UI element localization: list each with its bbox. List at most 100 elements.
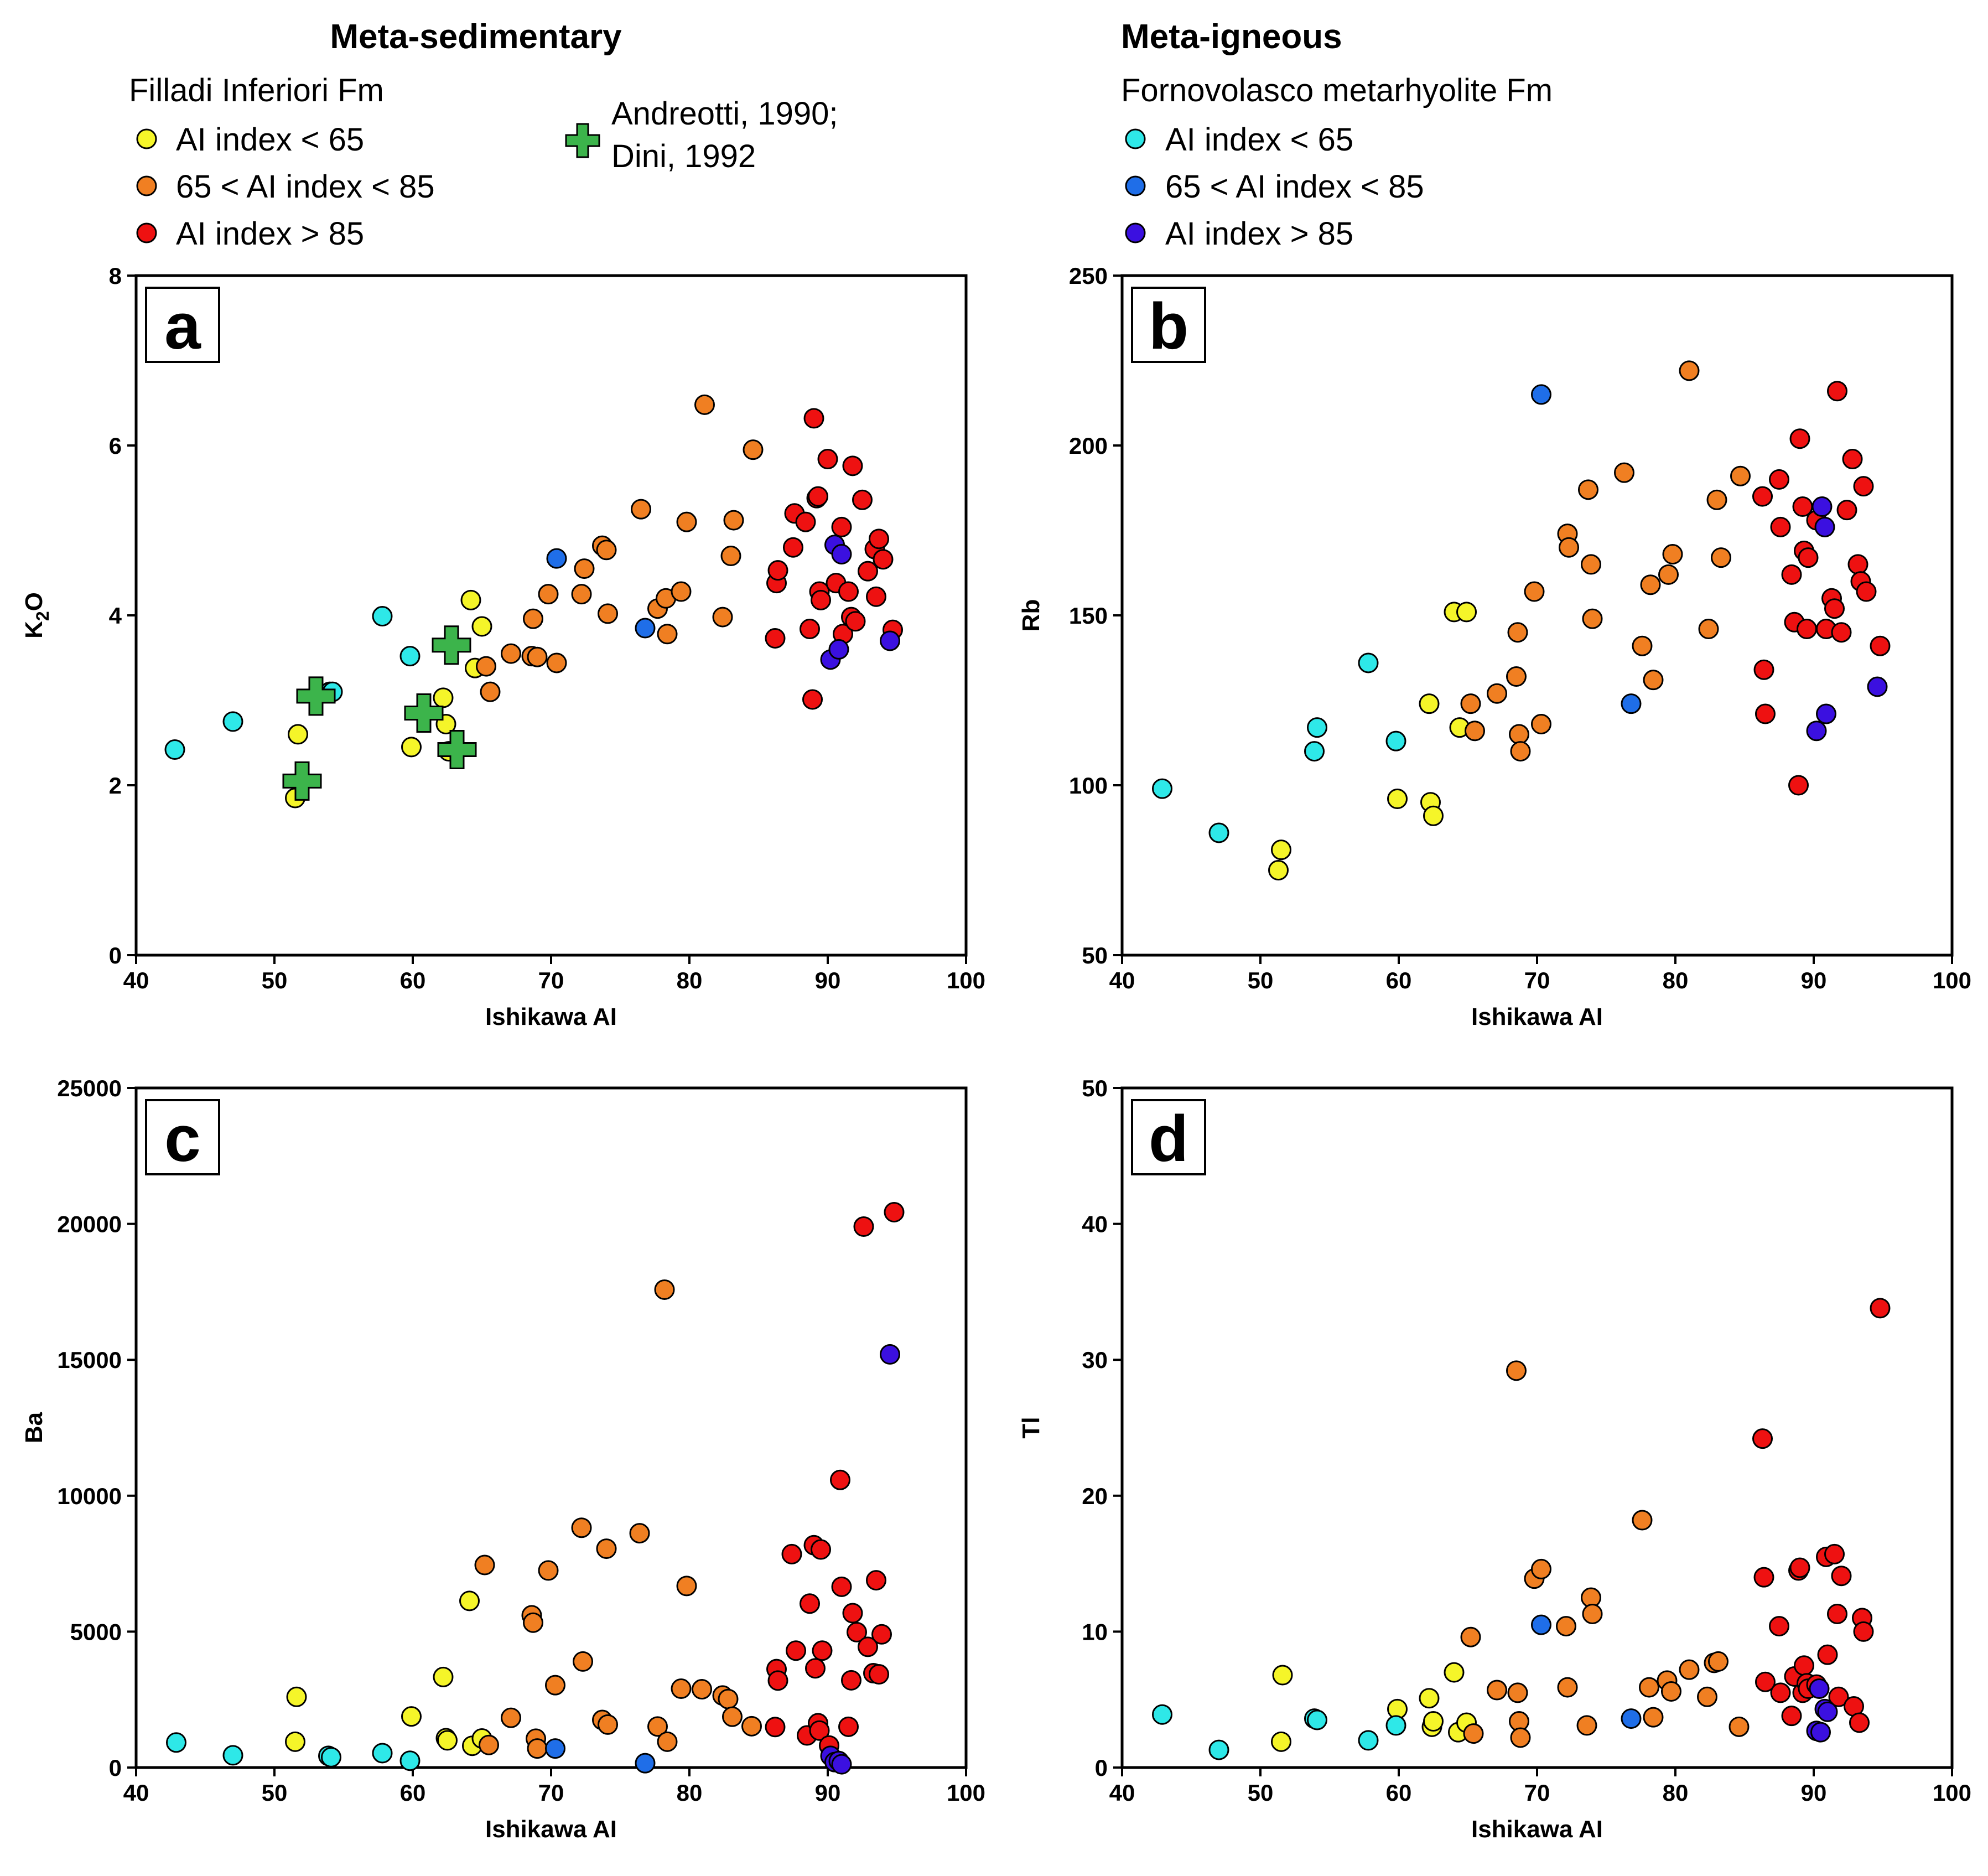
data-point-sed_high <box>1789 428 1810 449</box>
data-point-sed_low <box>1419 693 1440 714</box>
legend-right: AI index < 65 65 < AI index < 85 AI inde… <box>1125 122 1424 252</box>
data-point-ign_high <box>1817 1701 1838 1722</box>
data-point-sed_mid <box>631 499 651 520</box>
data-point-sed_high <box>767 1670 788 1691</box>
data-point-ign_low <box>222 1745 243 1766</box>
data-point-sed_high <box>1842 449 1863 470</box>
data-point-ref <box>437 730 477 770</box>
y-axis-label: K2O <box>20 592 53 639</box>
data-point-sed_mid <box>1640 574 1661 595</box>
data-point-sed_high <box>783 537 803 558</box>
legend-right-label-1: 65 < AI index < 85 <box>1165 169 1424 205</box>
x-tick-label: 80 <box>677 967 703 993</box>
data-point-sed_low <box>1271 1731 1291 1752</box>
data-point-sed_mid <box>723 510 744 531</box>
data-point-sed_high <box>1769 1616 1789 1637</box>
x-tick-label: 100 <box>1933 967 1971 993</box>
data-point-sed_high <box>1870 635 1891 656</box>
data-point-sed_mid <box>647 1716 668 1737</box>
data-point-sed_mid <box>657 1731 678 1752</box>
data-point-sed_high <box>841 1670 861 1691</box>
data-point-sed_low <box>437 1730 458 1751</box>
panel-c: 40 50 60 70 80 90 100 0 5000 10000 15000 20000 25000… <box>20 1075 985 1843</box>
data-point-sed_mid <box>1507 1682 1528 1703</box>
data-point-sed_mid <box>571 584 592 605</box>
data-point-sed_mid <box>741 1716 762 1737</box>
data-point-sed_high <box>842 455 863 476</box>
data-point-ign_high <box>1809 1678 1830 1699</box>
y-tick-label: 200 <box>1069 433 1108 459</box>
y-tick-label: 0 <box>109 1755 122 1781</box>
data-point-sed_mid <box>1679 1659 1700 1680</box>
data-point-sed_mid <box>1559 537 1579 558</box>
legend-right-label-2: AI index > 85 <box>1165 216 1353 252</box>
x-tick-label: 90 <box>1801 967 1827 993</box>
panel-d: 40 50 60 70 80 90 100 0 10 20 30 40 50 Ishikawa AI Tl d <box>1018 1075 1971 1843</box>
data-point-sed_mid <box>712 607 733 628</box>
data-point-ign_low <box>164 739 185 760</box>
data-point-sed_high <box>847 1621 867 1642</box>
data-point-sed_high <box>1753 659 1774 680</box>
plot-frame <box>1120 1086 1954 1769</box>
data-point-ign_low <box>1385 730 1406 752</box>
panel-label: b <box>1149 290 1188 363</box>
data-point-sed_mid <box>523 608 543 629</box>
x-tick-label: 50 <box>262 1780 288 1806</box>
data-point-sed_high <box>866 586 886 607</box>
legend-right-marker-0 <box>1125 128 1146 149</box>
x-tick-label: 60 <box>400 967 426 993</box>
data-point-ign_low <box>1307 1709 1327 1730</box>
data-point-sed_mid <box>1698 619 1719 640</box>
data-point-sed_mid <box>598 1714 618 1735</box>
data-point-sed_mid <box>571 1517 592 1538</box>
data-point-sed_high <box>838 581 859 602</box>
x-tick-label: 40 <box>123 967 149 993</box>
data-point-sed_high <box>1770 516 1791 537</box>
data-point-sed_mid <box>1614 462 1634 483</box>
right-subtitle: Fornovolasco metarhyolite Fm <box>1121 72 1553 108</box>
data-point-sed_high <box>1827 381 1847 402</box>
data-point-ign_low <box>1304 741 1325 762</box>
x-tick-label: 40 <box>123 1780 149 1806</box>
data-point-ign_low <box>166 1732 186 1753</box>
data-point-sed_high <box>1789 1557 1810 1578</box>
data-point-sed_mid <box>671 1678 692 1699</box>
x-tick-label: 100 <box>947 1780 985 1806</box>
data-point-sed_high <box>1849 1712 1870 1733</box>
data-point-sed_low <box>1444 1662 1465 1683</box>
data-point-sed_mid <box>1507 622 1528 643</box>
data-point-sed_mid <box>1661 1681 1681 1702</box>
data-point-sed_high <box>1770 1682 1791 1703</box>
panel-label: a <box>164 290 201 363</box>
y-tick-label: 6 <box>109 433 122 459</box>
data-point-sed_high <box>1836 500 1857 521</box>
data-point-sed_mid <box>654 1279 675 1300</box>
data-point-ign_mid <box>635 1753 656 1774</box>
data-point-sed_mid <box>1460 693 1481 714</box>
x-axis-label: Ishikawa AI <box>1471 1816 1603 1843</box>
data-point-sed_mid <box>743 439 764 460</box>
data-point-ign_low <box>1358 1730 1379 1751</box>
data-point-sed_high <box>842 1603 863 1624</box>
data-point-sed_mid <box>480 681 501 702</box>
data-point-sed_high <box>800 619 820 640</box>
y-tick-label: 2 <box>109 773 122 799</box>
data-point-ign_mid <box>546 548 567 569</box>
data-point-sed_low <box>1423 1711 1444 1732</box>
data-point-sed_mid <box>596 1538 617 1559</box>
data-point-sed_mid <box>1581 554 1601 575</box>
data-point-sed_mid <box>1632 635 1653 656</box>
data-point-ign_high <box>880 1344 900 1365</box>
panel-label-box <box>145 1099 220 1175</box>
y-tick-label: 30 <box>1082 1347 1108 1373</box>
data-point-sed_high <box>803 408 824 429</box>
data-point-sed_mid <box>1708 1651 1729 1672</box>
data-point-sed_mid <box>596 540 617 561</box>
y-tick-label: 25000 <box>57 1075 122 1101</box>
data-point-sed_high <box>858 1636 878 1657</box>
data-point-sed_high <box>1797 619 1817 640</box>
data-point-ign_low <box>321 1747 341 1768</box>
legend-cross-marker <box>565 123 600 158</box>
data-point-sed_high <box>831 516 852 537</box>
data-point-ign_low <box>1307 717 1327 738</box>
